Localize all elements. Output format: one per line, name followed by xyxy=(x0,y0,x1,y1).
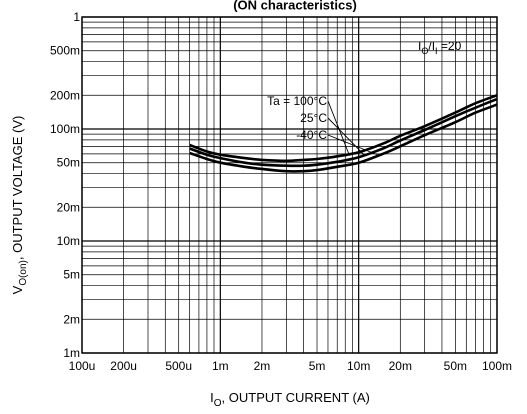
x-tick-label: 50m xyxy=(444,359,467,373)
y-tick-label: 50m xyxy=(57,156,80,170)
x-tick-label: 200u xyxy=(110,359,137,373)
plot-frame xyxy=(81,16,498,354)
y-tick-label: 2m xyxy=(63,312,80,326)
series-label-1: 25°C xyxy=(300,111,327,125)
x-tick-label: 20m xyxy=(389,359,412,373)
y-tick-label: 500m xyxy=(50,44,80,58)
x-tick-label: 100m xyxy=(482,359,512,373)
x-tick-label: 500u xyxy=(165,359,192,373)
leader-line-0 xyxy=(327,100,350,155)
series-line-2 xyxy=(189,103,498,173)
series-line-0 xyxy=(189,94,498,163)
y-tick-label: 200m xyxy=(50,88,80,102)
x-tick-label: 10m xyxy=(347,359,370,373)
y-tick-labels: 1 500m 200m 100m 50m 20m 10m 5m 2m 1m xyxy=(50,10,80,360)
condition-annotation: IO/II =20 xyxy=(418,39,462,56)
leader-line-1 xyxy=(327,117,365,156)
x-tick-label: 5m xyxy=(309,359,326,373)
leader-line-2 xyxy=(327,134,380,156)
series-line-1 xyxy=(189,97,498,168)
y-tick-label: 20m xyxy=(57,200,80,214)
grid xyxy=(81,16,498,354)
curves xyxy=(189,94,498,173)
x-tick-label: 1m xyxy=(212,359,229,373)
series-labels: Ta = 100°C 25°C -40°C xyxy=(267,94,327,142)
x-tick-labels: 100u 200u 500u 1m 2m 5m 10m 20m 50m 100m xyxy=(69,359,512,373)
y-tick-label: 5m xyxy=(63,268,80,282)
x-axis-label: IO, OUTPUT CURRENT (A) xyxy=(210,390,370,409)
series-label-2: -40°C xyxy=(296,128,327,142)
series-label-0: Ta = 100°C xyxy=(267,94,327,108)
y-tick-label: 1m xyxy=(63,346,80,360)
y-tick-label: 100m xyxy=(50,122,80,136)
x-tick-label: 2m xyxy=(254,359,271,373)
y-tick-label: 10m xyxy=(57,234,80,248)
y-tick-label: 1 xyxy=(73,10,80,24)
chart-title: (ON characteristics) xyxy=(233,0,357,13)
y-axis-label: VO(on), OUTPUT VOLTAGE (V) xyxy=(10,116,29,295)
x-tick-label: 100u xyxy=(69,359,96,373)
leader-lines xyxy=(327,100,380,156)
